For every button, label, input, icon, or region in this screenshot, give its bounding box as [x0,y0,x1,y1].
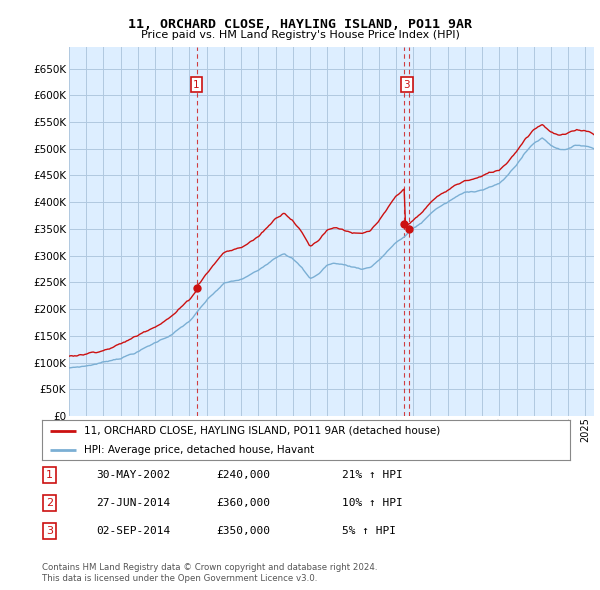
Text: 3: 3 [403,80,410,90]
Text: 30-MAY-2002: 30-MAY-2002 [96,470,170,480]
Text: 5% ↑ HPI: 5% ↑ HPI [342,526,396,536]
Text: Contains HM Land Registry data © Crown copyright and database right 2024.: Contains HM Land Registry data © Crown c… [42,563,377,572]
Text: 11, ORCHARD CLOSE, HAYLING ISLAND, PO11 9AR (detached house): 11, ORCHARD CLOSE, HAYLING ISLAND, PO11 … [84,426,440,436]
Text: £360,000: £360,000 [216,498,270,508]
Text: 3: 3 [46,526,53,536]
Text: HPI: Average price, detached house, Havant: HPI: Average price, detached house, Hava… [84,445,314,455]
Text: 27-JUN-2014: 27-JUN-2014 [96,498,170,508]
Text: This data is licensed under the Open Government Licence v3.0.: This data is licensed under the Open Gov… [42,574,317,583]
Text: 1: 1 [46,470,53,480]
Text: 1: 1 [193,80,200,90]
Text: £350,000: £350,000 [216,526,270,536]
Text: 02-SEP-2014: 02-SEP-2014 [96,526,170,536]
Text: 2: 2 [46,498,53,508]
Text: 10% ↑ HPI: 10% ↑ HPI [342,498,403,508]
Text: Price paid vs. HM Land Registry's House Price Index (HPI): Price paid vs. HM Land Registry's House … [140,30,460,40]
Text: 11, ORCHARD CLOSE, HAYLING ISLAND, PO11 9AR: 11, ORCHARD CLOSE, HAYLING ISLAND, PO11 … [128,18,472,31]
Text: £240,000: £240,000 [216,470,270,480]
Text: 21% ↑ HPI: 21% ↑ HPI [342,470,403,480]
